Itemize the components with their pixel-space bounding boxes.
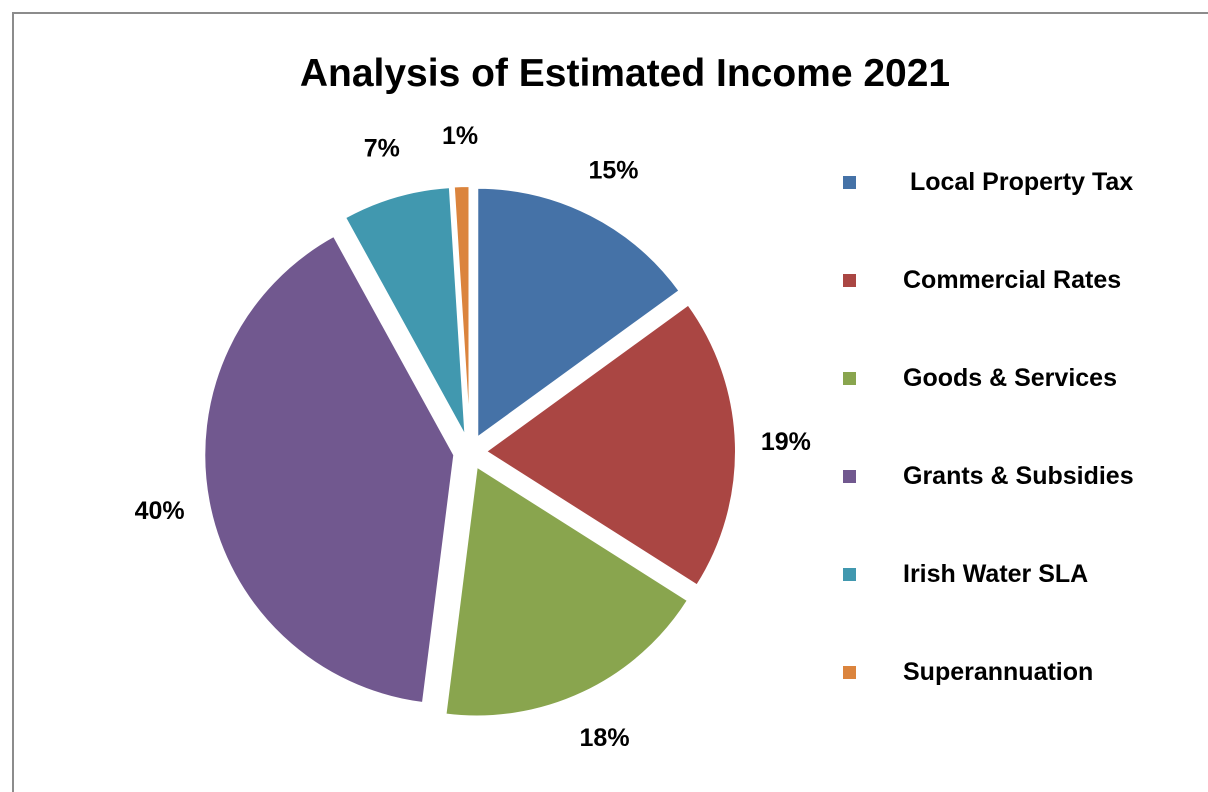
pie-slice-irish-water-sla (343, 186, 467, 438)
pie-slice-local-property-tax (476, 186, 681, 440)
legend-swatch (843, 666, 856, 679)
legend-label: Commercial Rates (903, 266, 1122, 294)
legend-swatch (843, 274, 856, 287)
data-label-superannuation: 1% (442, 122, 478, 150)
legend-label: Superannuation (903, 658, 1094, 686)
pie-slice-commercial-rates (484, 303, 737, 587)
data-label-local-property-tax: 15% (588, 156, 638, 184)
data-label-grants-and-subsidies: 40% (135, 497, 185, 525)
pie-slice-superannuation (452, 185, 471, 437)
pie-slice-grants-and-subsidies (203, 234, 456, 705)
legend-swatch (843, 568, 856, 581)
data-label-commercial-rates: 19% (761, 428, 811, 456)
legend: Local Property Tax Commercial Rates Good… (843, 162, 1203, 750)
legend-item-local-property-tax: Local Property Tax (843, 162, 1203, 260)
legend-item-irish-water-sla: Irish Water SLA (843, 554, 1203, 652)
pie-slice-goods-and-services (444, 464, 690, 718)
chart-title: Analysis of Estimated Income 2021 (299, 52, 951, 95)
legend-label: Grants & Subsidies (903, 462, 1134, 490)
legend-item-commercial-rates: Commercial Rates (843, 260, 1203, 358)
legend-item-grants-subsidies: Grants & Subsidies (843, 456, 1203, 554)
legend-label: Irish Water SLA (903, 560, 1089, 588)
data-label-goods-and-services: 18% (580, 724, 630, 752)
legend-swatch (843, 372, 856, 385)
chart-frame (12, 12, 1208, 792)
data-label-irish-water-sla: 7% (364, 135, 400, 163)
legend-swatch (843, 176, 856, 189)
legend-label: Goods & Services (903, 364, 1117, 392)
legend-item-superannuation: Superannuation (843, 652, 1203, 750)
legend-label: Local Property Tax (903, 168, 1134, 196)
legend-item-goods-services: Goods & Services (843, 358, 1203, 456)
legend-swatch (843, 470, 856, 483)
